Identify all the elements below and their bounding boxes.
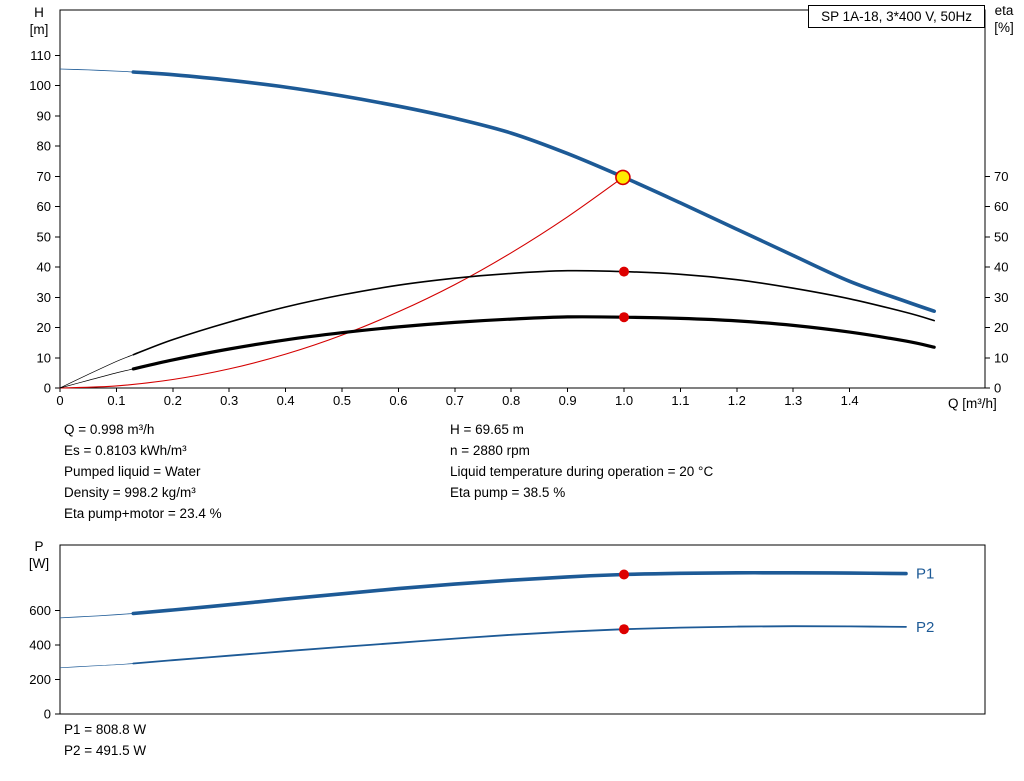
power-frame [59, 544, 986, 715]
hq-y-left-tick-label: 110 [30, 48, 51, 63]
hq-y-left-tick-label: 70 [37, 169, 51, 184]
duty-info-left-column: Q = 0.998 m³/h Es = 0.8103 kWh/m³ Pumped… [64, 419, 222, 524]
hq-y-right-tick-label: 10 [994, 350, 1008, 365]
hq-x-tick-label: 1.2 [728, 393, 746, 408]
p1-point [619, 569, 629, 580]
hq-y-right-tick-label: 50 [994, 229, 1008, 244]
hq-x-tick-label: 0.8 [502, 393, 520, 408]
p1-curve [131, 570, 908, 616]
power-y-left-tick-label: 600 [29, 603, 51, 618]
hq-x-tick-label: 1.1 [671, 393, 689, 408]
info-flow: Q = 0.998 m³/h [64, 422, 155, 437]
head-curve-thin-segment [59, 68, 134, 73]
eta-axis-unit: [%] [994, 20, 1014, 35]
hq-y-left-tick-label: 60 [37, 199, 51, 214]
hq-y-right-tick-label: 30 [994, 290, 1008, 305]
p1-curve-label: P1 [916, 566, 934, 583]
power-y-left-tick-label: 200 [29, 672, 51, 687]
info-p2: P2 = 491.5 W [64, 743, 147, 758]
power-chart: 0 200 400 600 P1 P2 [29, 544, 986, 722]
duty-info-right-column: H = 69.65 m n = 2880 rpm Liquid temperat… [450, 419, 713, 503]
hq-y-left-tick-label: 10 [37, 350, 51, 365]
hq-y-left-tick-label: 90 [37, 108, 51, 123]
hq-y-left-tick-label: 30 [37, 290, 51, 305]
hq-y-right-tick-label: 0 [994, 381, 1001, 396]
hq-y-left-tick-label: 0 [44, 381, 51, 396]
power-y-left-tick-label: 0 [44, 707, 51, 722]
power-y-left-tick-label: 400 [29, 638, 51, 653]
eta-pump-curve [132, 269, 935, 356]
hq-y-right-tick-label: 60 [994, 199, 1008, 214]
head-curve [131, 70, 936, 313]
hq-x-tick-label: 0.5 [333, 393, 351, 408]
hq-x-tick-label: 0.9 [559, 393, 577, 408]
eta-pump-motor-curve-thin-segment [59, 368, 134, 389]
info-specific-energy: Es = 0.8103 kWh/m³ [64, 443, 187, 458]
hq-y-left-tick-label: 80 [37, 139, 51, 154]
hq-x-tick-label: 0.3 [220, 393, 238, 408]
hq-x-tick-label: 0.7 [446, 393, 464, 408]
h-axis-letter: H [34, 5, 44, 20]
p-axis-title: P [W] [18, 538, 60, 572]
p2-curve-thin-segment [59, 663, 134, 669]
info-head: H = 69.65 m [450, 422, 524, 437]
h-axis-unit: [m] [29, 22, 49, 37]
hq-chart: 0 0.1 0.2 0.3 0.4 0.5 0.6 0.7 0.8 0.9 1.0 1.1 1.2 1.3… [29, 9, 1008, 408]
info-pumped-liquid: Pumped liquid = Water [64, 464, 201, 479]
p1-curve-thin-segment [59, 613, 134, 619]
p2-curve-label: P2 [916, 619, 934, 636]
eta-pump-curve-thin-segment [59, 354, 134, 389]
info-eta-pump: Eta pump = 38.5 % [450, 485, 566, 500]
hq-x-tick-label: 0.6 [389, 393, 407, 408]
p2-curve [132, 625, 907, 665]
hq-y-left-tick-label: 100 [29, 78, 51, 93]
p2-point [619, 624, 629, 635]
p-axis-unit: [W] [28, 556, 50, 571]
hq-y-left-tick-label: 20 [37, 320, 51, 335]
eta-axis-letter: eta [994, 3, 1014, 18]
info-eta-pump-motor: Eta pump+motor = 23.4 % [64, 506, 222, 521]
system-curve [59, 176, 624, 389]
hq-y-left-tick-label: 40 [37, 260, 51, 275]
duty-point [615, 169, 631, 186]
info-liquid-temperature: Liquid temperature during operation = 20… [450, 464, 714, 479]
power-info-column: P1 = 808.8 W P2 = 491.5 W [64, 719, 146, 761]
hq-x-tick-label: 0.4 [277, 393, 295, 408]
info-p1: P1 = 808.8 W [64, 722, 147, 737]
eta-axis-title: eta [%] [986, 2, 1022, 36]
hq-x-tick-label: 0.2 [164, 393, 182, 408]
hq-x-tick-label: 1.0 [615, 393, 633, 408]
hq-y-right-tick-label: 70 [994, 169, 1008, 184]
eta-pump-point [619, 266, 629, 277]
hq-x-tick-label: 1.4 [841, 393, 859, 408]
q-axis-title: Q [m³/h] [948, 396, 997, 411]
info-density: Density = 998.2 kg/m³ [64, 485, 196, 500]
hq-frame [59, 9, 986, 389]
h-axis-title: H [m] [18, 4, 60, 38]
hq-x-tick-label: 1.3 [784, 393, 802, 408]
eta-pump-motor-point [619, 312, 629, 323]
hq-x-tick-label: 0.1 [107, 393, 125, 408]
info-speed: n = 2880 rpm [450, 443, 530, 458]
hq-y-right-tick-label: 20 [994, 320, 1008, 335]
p-axis-letter: P [34, 539, 44, 554]
hq-x-tick-label: 0 [56, 393, 63, 408]
eta-pump-motor-curve [131, 315, 936, 371]
hq-y-right-tick-label: 40 [994, 260, 1008, 275]
hq-y-left-tick-label: 50 [37, 229, 51, 244]
pump-model-box: SP 1A-18, 3*400 V, 50Hz [808, 5, 985, 28]
